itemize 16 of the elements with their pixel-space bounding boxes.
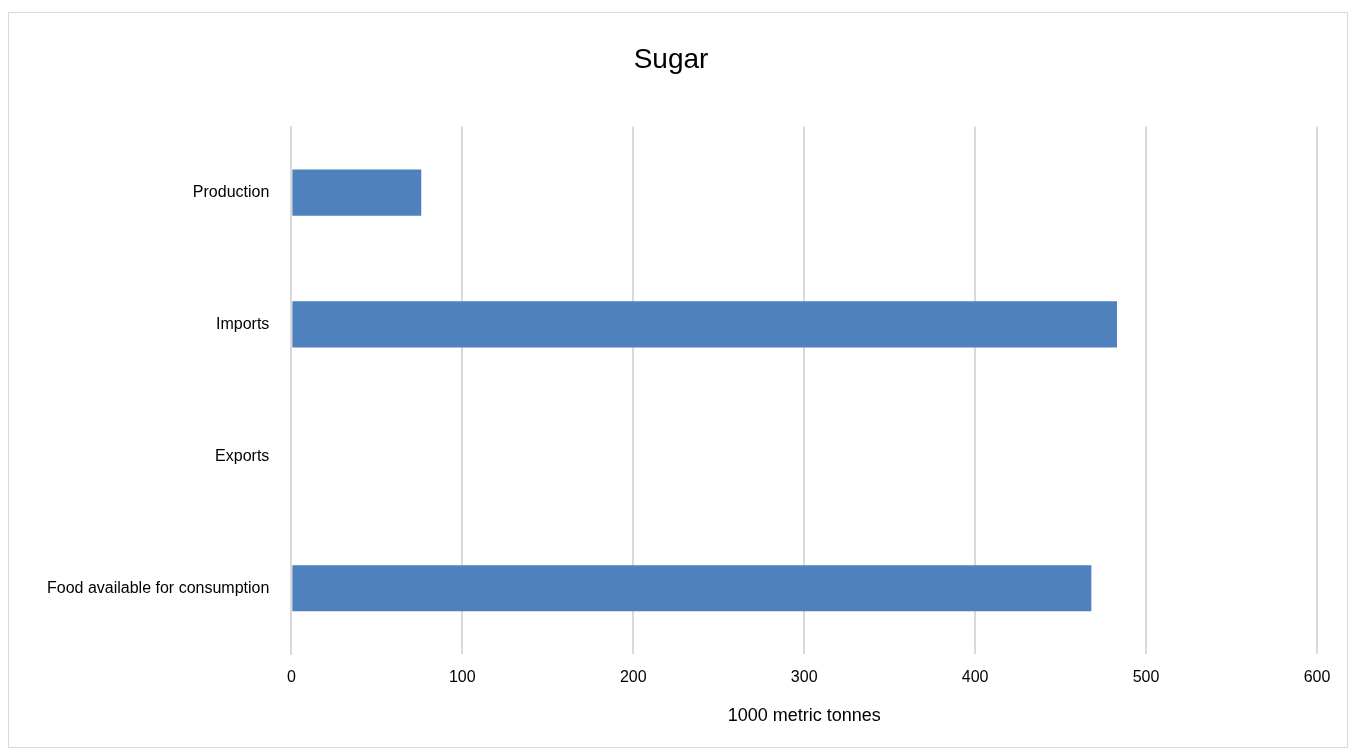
y-tick-label: Exports bbox=[215, 446, 270, 464]
x-axis-title: 1000 metric tonnes bbox=[727, 705, 881, 726]
x-tick-label: 300 bbox=[790, 668, 818, 686]
x-tick-label: 600 bbox=[1303, 668, 1331, 686]
y-tick-label: Production bbox=[192, 182, 270, 200]
chart-title: Sugar bbox=[633, 42, 709, 74]
bar bbox=[292, 565, 1092, 612]
x-tick-label: 500 bbox=[1132, 668, 1160, 686]
y-tick-label: Imports bbox=[216, 314, 270, 332]
bar bbox=[292, 301, 1117, 348]
x-tick-label: 200 bbox=[619, 668, 647, 686]
x-tick-label: 400 bbox=[961, 668, 989, 686]
x-tick-label: 100 bbox=[448, 668, 476, 686]
bar bbox=[292, 169, 422, 216]
x-tick-label: 0 bbox=[286, 668, 296, 686]
y-tick-label: Food available for consumption bbox=[46, 578, 270, 596]
